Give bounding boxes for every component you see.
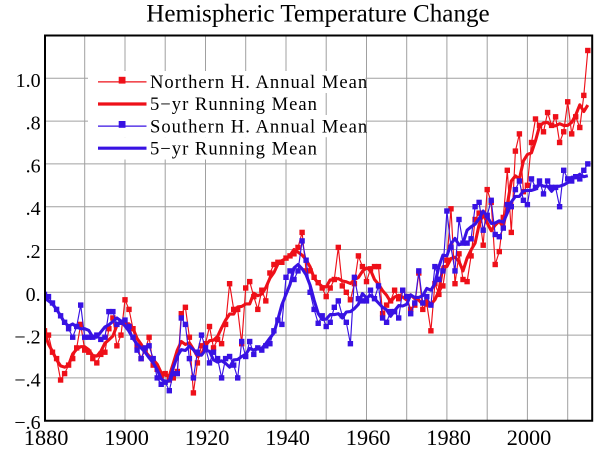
svg-text:5−yr Running Mean: 5−yr Running Mean	[150, 138, 318, 159]
svg-text:.8: .8	[26, 113, 41, 135]
svg-text:1.0: 1.0	[16, 70, 41, 92]
svg-text:0.: 0.	[26, 284, 41, 306]
svg-text:5−yr Running Mean: 5−yr Running Mean	[150, 94, 318, 115]
svg-text:1880: 1880	[24, 425, 69, 449]
svg-text:1960: 1960	[346, 425, 391, 449]
svg-text:−.6: −.6	[14, 412, 40, 434]
svg-text:Northern H. Annual Mean: Northern H. Annual Mean	[150, 72, 368, 93]
svg-text:Southern H. Annual Mean: Southern H. Annual Mean	[150, 116, 368, 137]
svg-text:−.2: −.2	[14, 327, 40, 349]
svg-text:1920: 1920	[185, 425, 230, 449]
svg-text:−.4: −.4	[14, 369, 40, 391]
svg-text:Hemispheric Temperature Change: Hemispheric Temperature Change	[146, 1, 489, 28]
svg-text:.2: .2	[26, 241, 41, 263]
svg-text:1980: 1980	[426, 425, 471, 449]
svg-text:1940: 1940	[265, 425, 310, 449]
svg-text:.6: .6	[26, 155, 41, 177]
svg-text:.4: .4	[26, 198, 41, 220]
svg-text:2000: 2000	[507, 425, 552, 449]
svg-text:1900: 1900	[104, 425, 149, 449]
